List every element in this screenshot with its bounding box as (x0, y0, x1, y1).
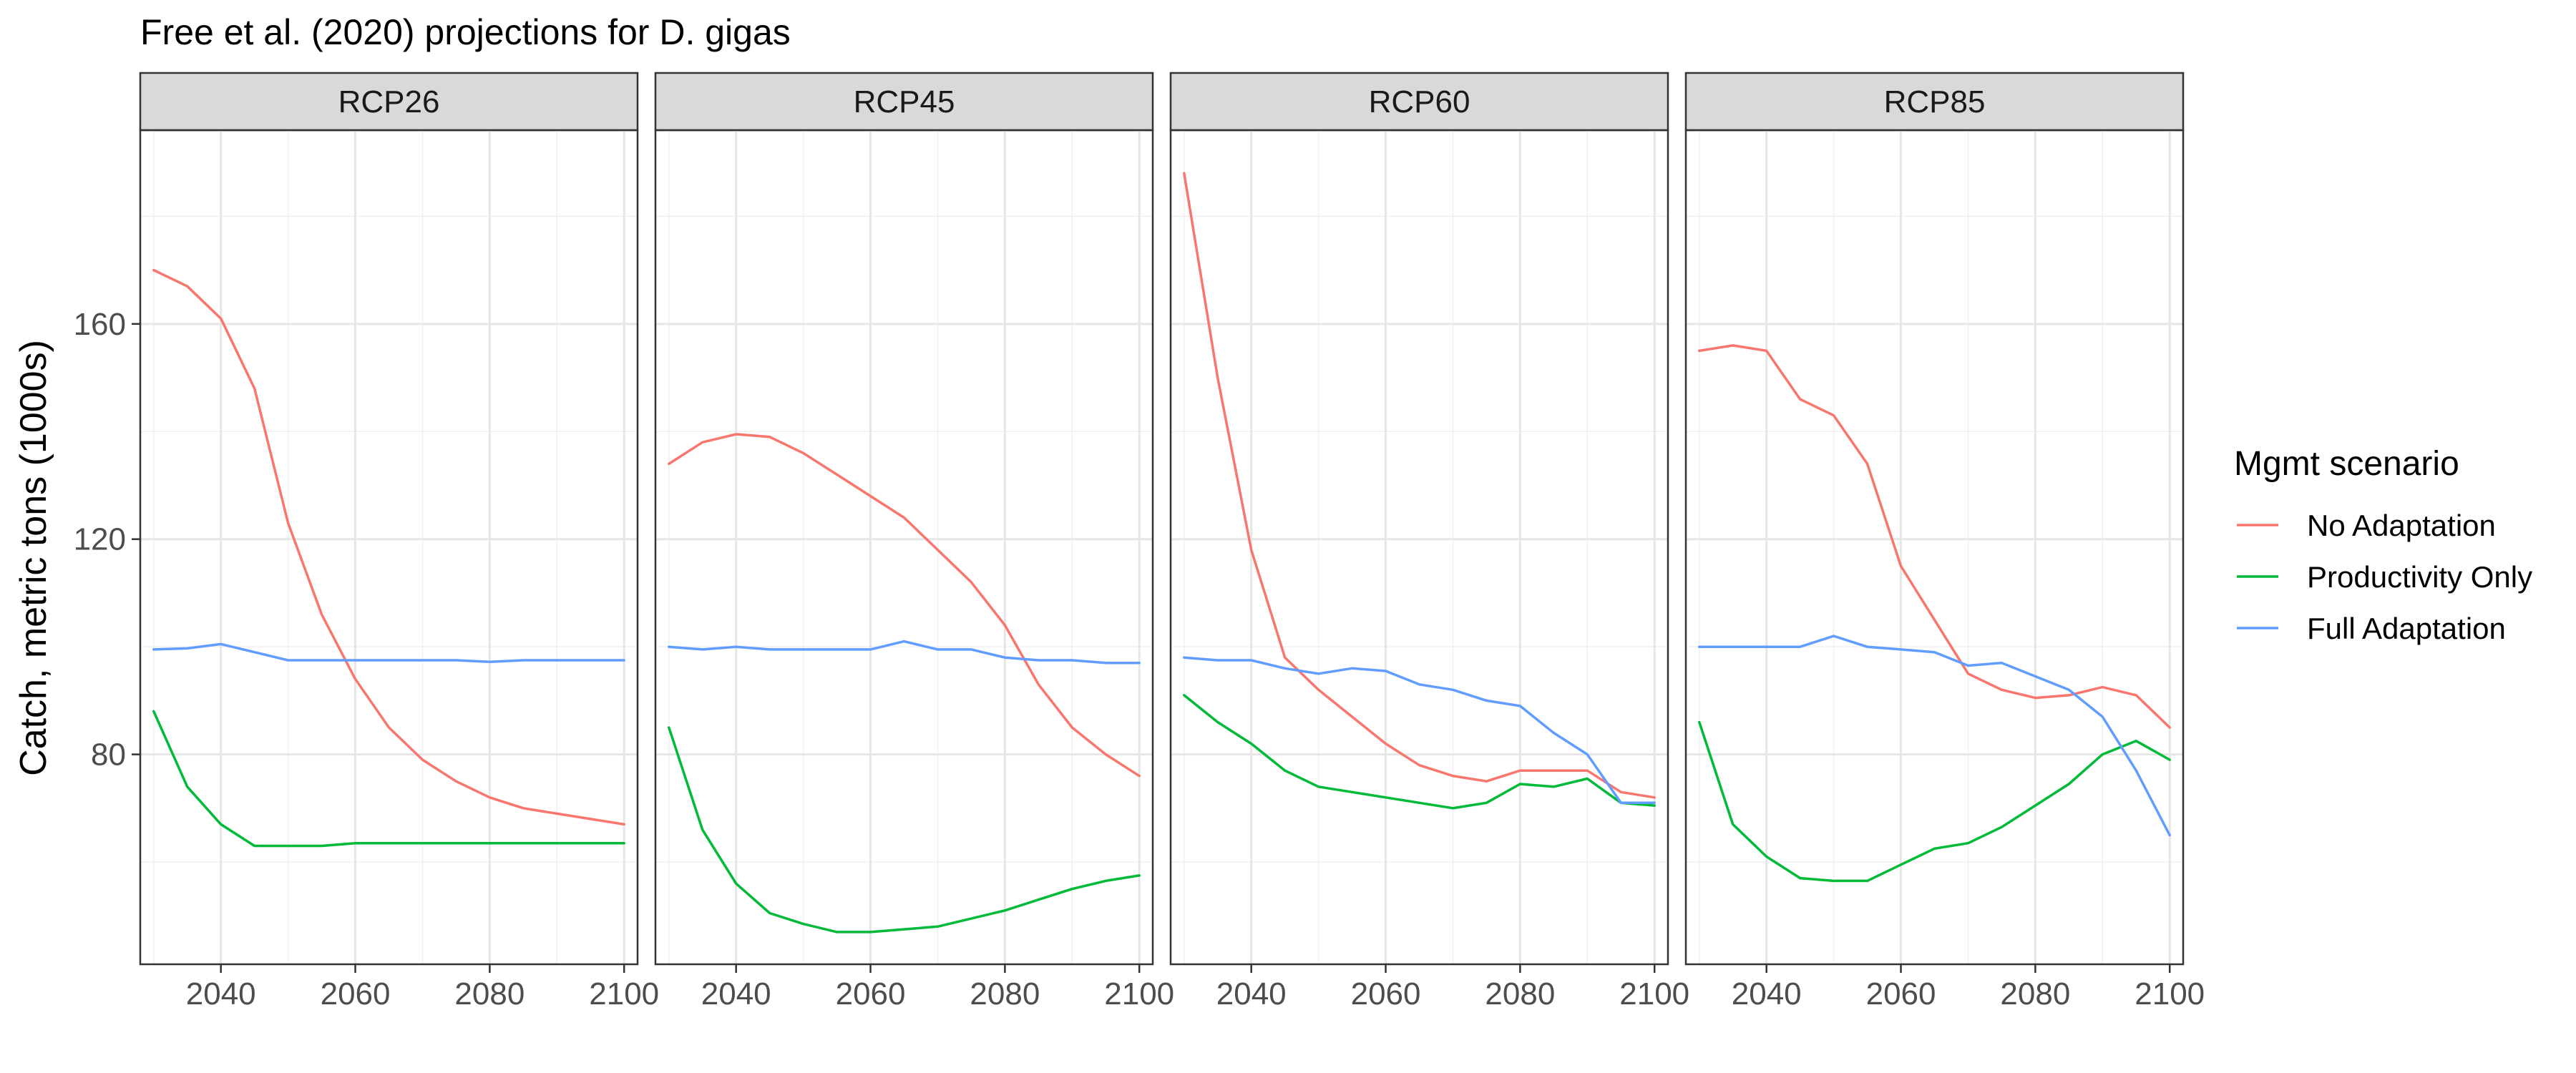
gridlines (655, 130, 1153, 964)
facet-panel-rcp45: RCP45 2040 2060 2080 2100 (654, 72, 1174, 1011)
x-tick-label: 2060 (321, 976, 391, 1011)
x-tick-label: 2040 (1732, 976, 1802, 1011)
facet-panel-rcp26: RCP26 2040 2060 2080 2100 80 120 160 (74, 72, 659, 1011)
x-tick-label: 2040 (186, 976, 256, 1011)
series-line-productivity-only (1698, 720, 2171, 883)
y-tick-label: 80 (91, 738, 126, 773)
series-line-no-adaptation (1698, 344, 2171, 729)
panel-border (1684, 129, 2185, 966)
x-tick-label: 2060 (1351, 976, 1421, 1011)
legend-item-no-adaptation: No Adaptation (2237, 509, 2496, 542)
legend-item-full-adaptation: Full Adaptation (2237, 612, 2506, 645)
series-line-full-adaptation (152, 642, 625, 663)
series-line-full-adaptation (668, 640, 1141, 665)
x-tick-label: 2080 (970, 976, 1040, 1011)
facet-strip (1684, 72, 2185, 132)
series-line-no-adaptation (152, 268, 625, 826)
facet-strip-label: RCP85 (1884, 84, 1986, 119)
panel-border (1169, 129, 1669, 966)
legend-label: Productivity Only (2307, 560, 2532, 594)
facet-panel-rcp85: RCP85 2040 2060 2080 2100 (1684, 72, 2205, 1011)
series-line-full-adaptation (1183, 656, 1656, 805)
x-tick-label: 2100 (2135, 976, 2205, 1011)
gridlines (140, 130, 638, 964)
x-tick-label: 2040 (1216, 976, 1287, 1011)
legend-title: Mgmt scenario (2234, 445, 2459, 483)
legend-label: Full Adaptation (2307, 612, 2506, 645)
y-tick-label: 120 (74, 522, 126, 557)
series-line-full-adaptation (1698, 635, 2171, 837)
x-tick-label: 2060 (836, 976, 906, 1011)
legend: Mgmt scenario No Adaptation Productivity … (2234, 445, 2532, 645)
y-axis-title: Catch, metric tons (1000s) (13, 340, 54, 776)
facet-panels: RCP26 2040 2060 2080 2100 80 120 160 RCP45 2040 20… (74, 72, 2205, 1011)
legend-entries: No Adaptation Productivity Only Full Adapt… (2237, 509, 2532, 645)
facet-strip (654, 72, 1154, 132)
facet-strip (139, 72, 639, 132)
panel-border (654, 129, 1154, 966)
series-line-productivity-only (152, 710, 625, 848)
legend-label: No Adaptation (2307, 509, 2496, 542)
facet-strip (1169, 72, 1669, 132)
x-tick-label: 2100 (1104, 976, 1174, 1011)
facet-panel-rcp60: RCP60 2040 2060 2080 2100 (1169, 72, 1689, 1011)
x-tick-label: 2100 (589, 976, 659, 1011)
chart-title: Free et al. (2020) projections for D. gi… (140, 12, 791, 52)
x-tick-label: 2080 (454, 976, 525, 1011)
series-line-productivity-only (668, 726, 1141, 934)
x-tick-label: 2080 (2000, 976, 2070, 1011)
gridlines (1686, 130, 2183, 964)
x-tick-label: 2040 (701, 976, 771, 1011)
panel-border (139, 129, 639, 966)
facet-strip-label: RCP45 (854, 84, 955, 119)
legend-item-productivity-only: Productivity Only (2237, 560, 2532, 594)
series-line-no-adaptation (668, 433, 1141, 778)
facet-strip-label: RCP26 (338, 84, 440, 119)
facet-strip-label: RCP60 (1369, 84, 1470, 119)
y-tick-label: 160 (74, 307, 126, 342)
series-line-no-adaptation (1183, 172, 1656, 799)
gridlines (1171, 130, 1668, 964)
x-tick-label: 2080 (1485, 976, 1555, 1011)
x-tick-label: 2060 (1866, 976, 1936, 1011)
x-tick-label: 2100 (1619, 976, 1689, 1011)
series-line-productivity-only (1183, 694, 1656, 810)
